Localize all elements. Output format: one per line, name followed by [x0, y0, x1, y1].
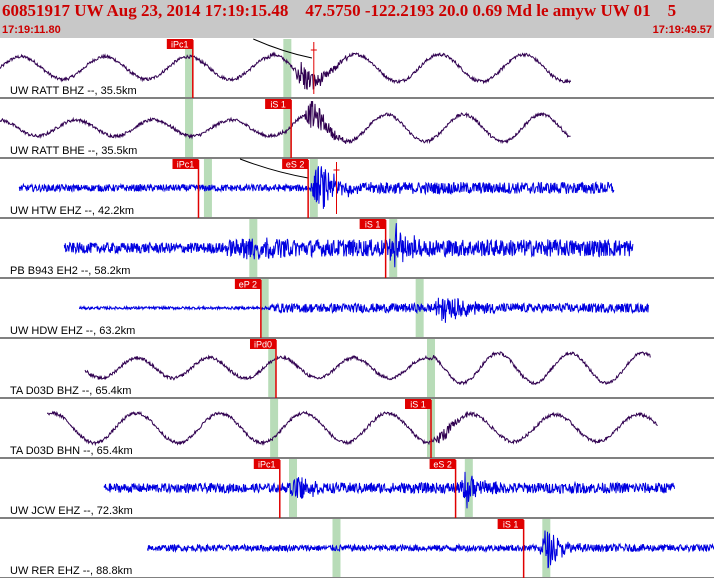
station-label: UW JCW EHZ --, 72.3km [10, 505, 133, 517]
phase-pick-label: iS 1 [503, 520, 519, 530]
theoretical-arrival-band [427, 339, 436, 397]
event-title: 60851917 UW Aug 23, 2014 17:19:15.48 47.… [2, 1, 677, 20]
station-label: PB B943 EH2 --, 58.2km [10, 265, 130, 277]
theoretical-arrival-band [542, 519, 551, 577]
window-end-time: 17:19:49.57 [652, 24, 712, 36]
phase-pick-label: iPd0 [254, 340, 272, 350]
station-label: UW HTW EHZ --, 42.2km [10, 205, 134, 217]
theoretical-arrival-band [464, 459, 473, 517]
seismogram-trace [147, 530, 714, 569]
phase-pick-label: iS 1 [365, 220, 381, 230]
theoretical-arrival-band [283, 99, 292, 157]
window-start-time: 17:19:11.80 [2, 24, 61, 36]
phase-pick-label: iPc1 [177, 160, 195, 170]
phase-pick-box [234, 279, 261, 289]
seismogram-trace [103, 471, 675, 509]
phase-pick-label: eP 2 [239, 280, 257, 290]
station-label: TA D03D BHZ --, 65.4km [10, 385, 131, 397]
phase-pick-label: eS 2 [286, 160, 305, 170]
phase-pick-box [497, 519, 524, 529]
seismogram-trace [18, 166, 615, 209]
seismogram-trace [63, 223, 634, 268]
theoretical-arrival-band [185, 99, 194, 157]
phase-pick-label: iS 1 [270, 100, 286, 110]
travel-time-curve [253, 38, 313, 59]
phase-pick-label: eS 2 [433, 460, 452, 470]
phase-pick-box [282, 159, 309, 169]
theoretical-arrival-band [185, 39, 194, 97]
phase-pick-label: iPc1 [258, 460, 276, 470]
seismogram-trace [78, 297, 649, 323]
travel-time-curve [239, 158, 309, 179]
seismogram-trace [46, 410, 658, 447]
phase-pick-box [253, 459, 280, 469]
phase-pick-label: iPc1 [171, 40, 189, 50]
phase-pick-box [405, 399, 432, 409]
station-label: TA D03D BHN --, 65.4km [10, 445, 133, 457]
theoretical-arrival-band [270, 399, 279, 457]
phase-pick-box [265, 99, 292, 109]
phase-pick-label: iS 1 [410, 400, 426, 410]
seismogram-trace [0, 51, 572, 90]
phase-pick-box [359, 219, 386, 229]
theoretical-arrival-band [249, 219, 258, 277]
event-header: 60851917 UW Aug 23, 2014 17:19:15.48 47.… [0, 0, 714, 38]
station-label: UW RATT BHZ --, 35.5km [10, 85, 137, 97]
phase-pick-box [172, 159, 199, 169]
station-label: UW HDW EHZ --, 63.2km [10, 325, 135, 337]
phase-pick-box [166, 39, 193, 49]
seismogram-trace [84, 351, 651, 386]
theoretical-arrival-band [268, 339, 277, 397]
station-label: UW RER EHZ --, 88.8km [10, 565, 132, 577]
phase-pick-box [429, 459, 456, 469]
theoretical-arrival-band [283, 39, 292, 97]
station-label: UW RATT BHE --, 35.5km [10, 145, 137, 157]
phase-pick-box [249, 339, 276, 349]
seismogram-trace [0, 100, 571, 145]
